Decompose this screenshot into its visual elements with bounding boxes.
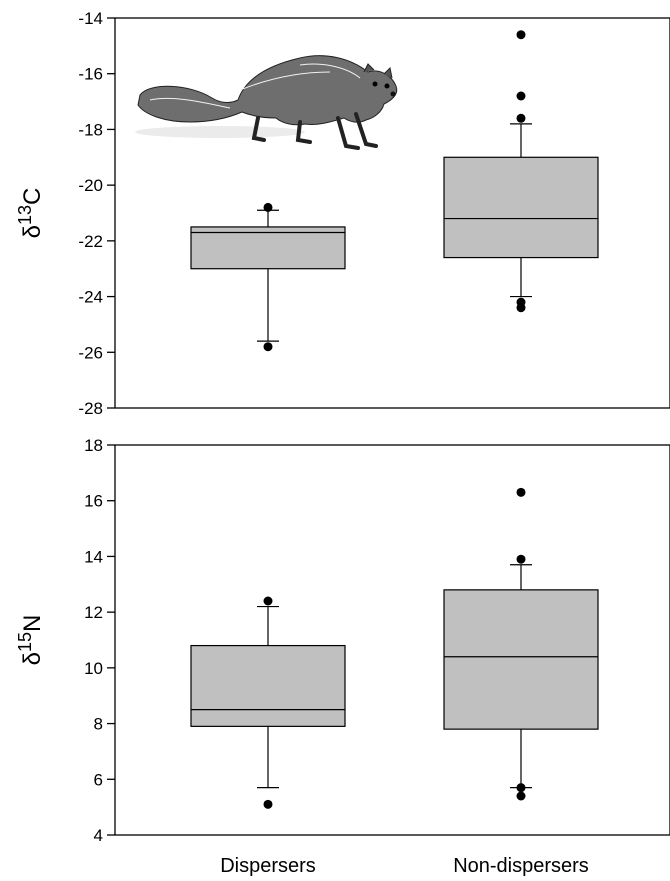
box-dispersers [190, 202, 346, 352]
fisher-animal-illustration [135, 55, 398, 150]
y-tick-label: -24 [78, 288, 103, 307]
box-non-dispersers [443, 30, 599, 313]
outlier-point [263, 202, 273, 212]
y-tick-label: 14 [84, 547, 103, 566]
y-tick-label: -22 [78, 232, 103, 251]
outlier-point [516, 303, 526, 313]
outlier-point [516, 30, 526, 40]
y-tick-label: -28 [78, 399, 103, 418]
outlier-point [263, 342, 273, 352]
y-tick-label: -20 [78, 176, 103, 195]
outlier-point [263, 799, 273, 809]
outlier-point [516, 113, 526, 123]
y-tick-label: 18 [84, 436, 103, 455]
outlier-point [516, 487, 526, 497]
y-tick-label: 6 [94, 770, 103, 789]
outlier-point [516, 791, 526, 801]
y-tick-label: 10 [84, 659, 103, 678]
y-tick-label: -14 [78, 9, 103, 28]
iqr-box [190, 226, 346, 270]
y-tick-label: 12 [84, 603, 103, 622]
panel-delta13c: -14 -16 -18 -20 -22 -24 -26 -28 δ13C [15, 9, 670, 418]
y-tick-label: -26 [78, 343, 103, 362]
outlier-point [516, 554, 526, 564]
y-axis-label: δ15N [15, 615, 46, 666]
iqr-box [190, 644, 346, 727]
plot-frame [114, 17, 670, 409]
iqr-box [443, 156, 599, 259]
x-category-label-dispersers: Dispersers [220, 855, 316, 877]
box-non-dispersers [443, 487, 599, 801]
x-category-label-non-dispersers: Non-dispersers [453, 855, 589, 877]
y-tick-label: 8 [94, 715, 103, 734]
iqr-box [443, 589, 599, 730]
y-tick-label: 4 [94, 826, 103, 845]
panel-delta15n: 18 16 14 12 10 8 6 4 δ15N [15, 436, 670, 845]
y-tick-label: -18 [78, 120, 103, 139]
outlier-point [516, 91, 526, 101]
outlier-point [516, 783, 526, 793]
outlier-point [263, 596, 273, 606]
box-dispersers [190, 596, 346, 809]
y-tick-label: 16 [84, 492, 103, 511]
plot-frame [114, 444, 670, 836]
y-tick-label: -16 [78, 65, 103, 84]
y-axis-label: δ13C [15, 188, 46, 239]
